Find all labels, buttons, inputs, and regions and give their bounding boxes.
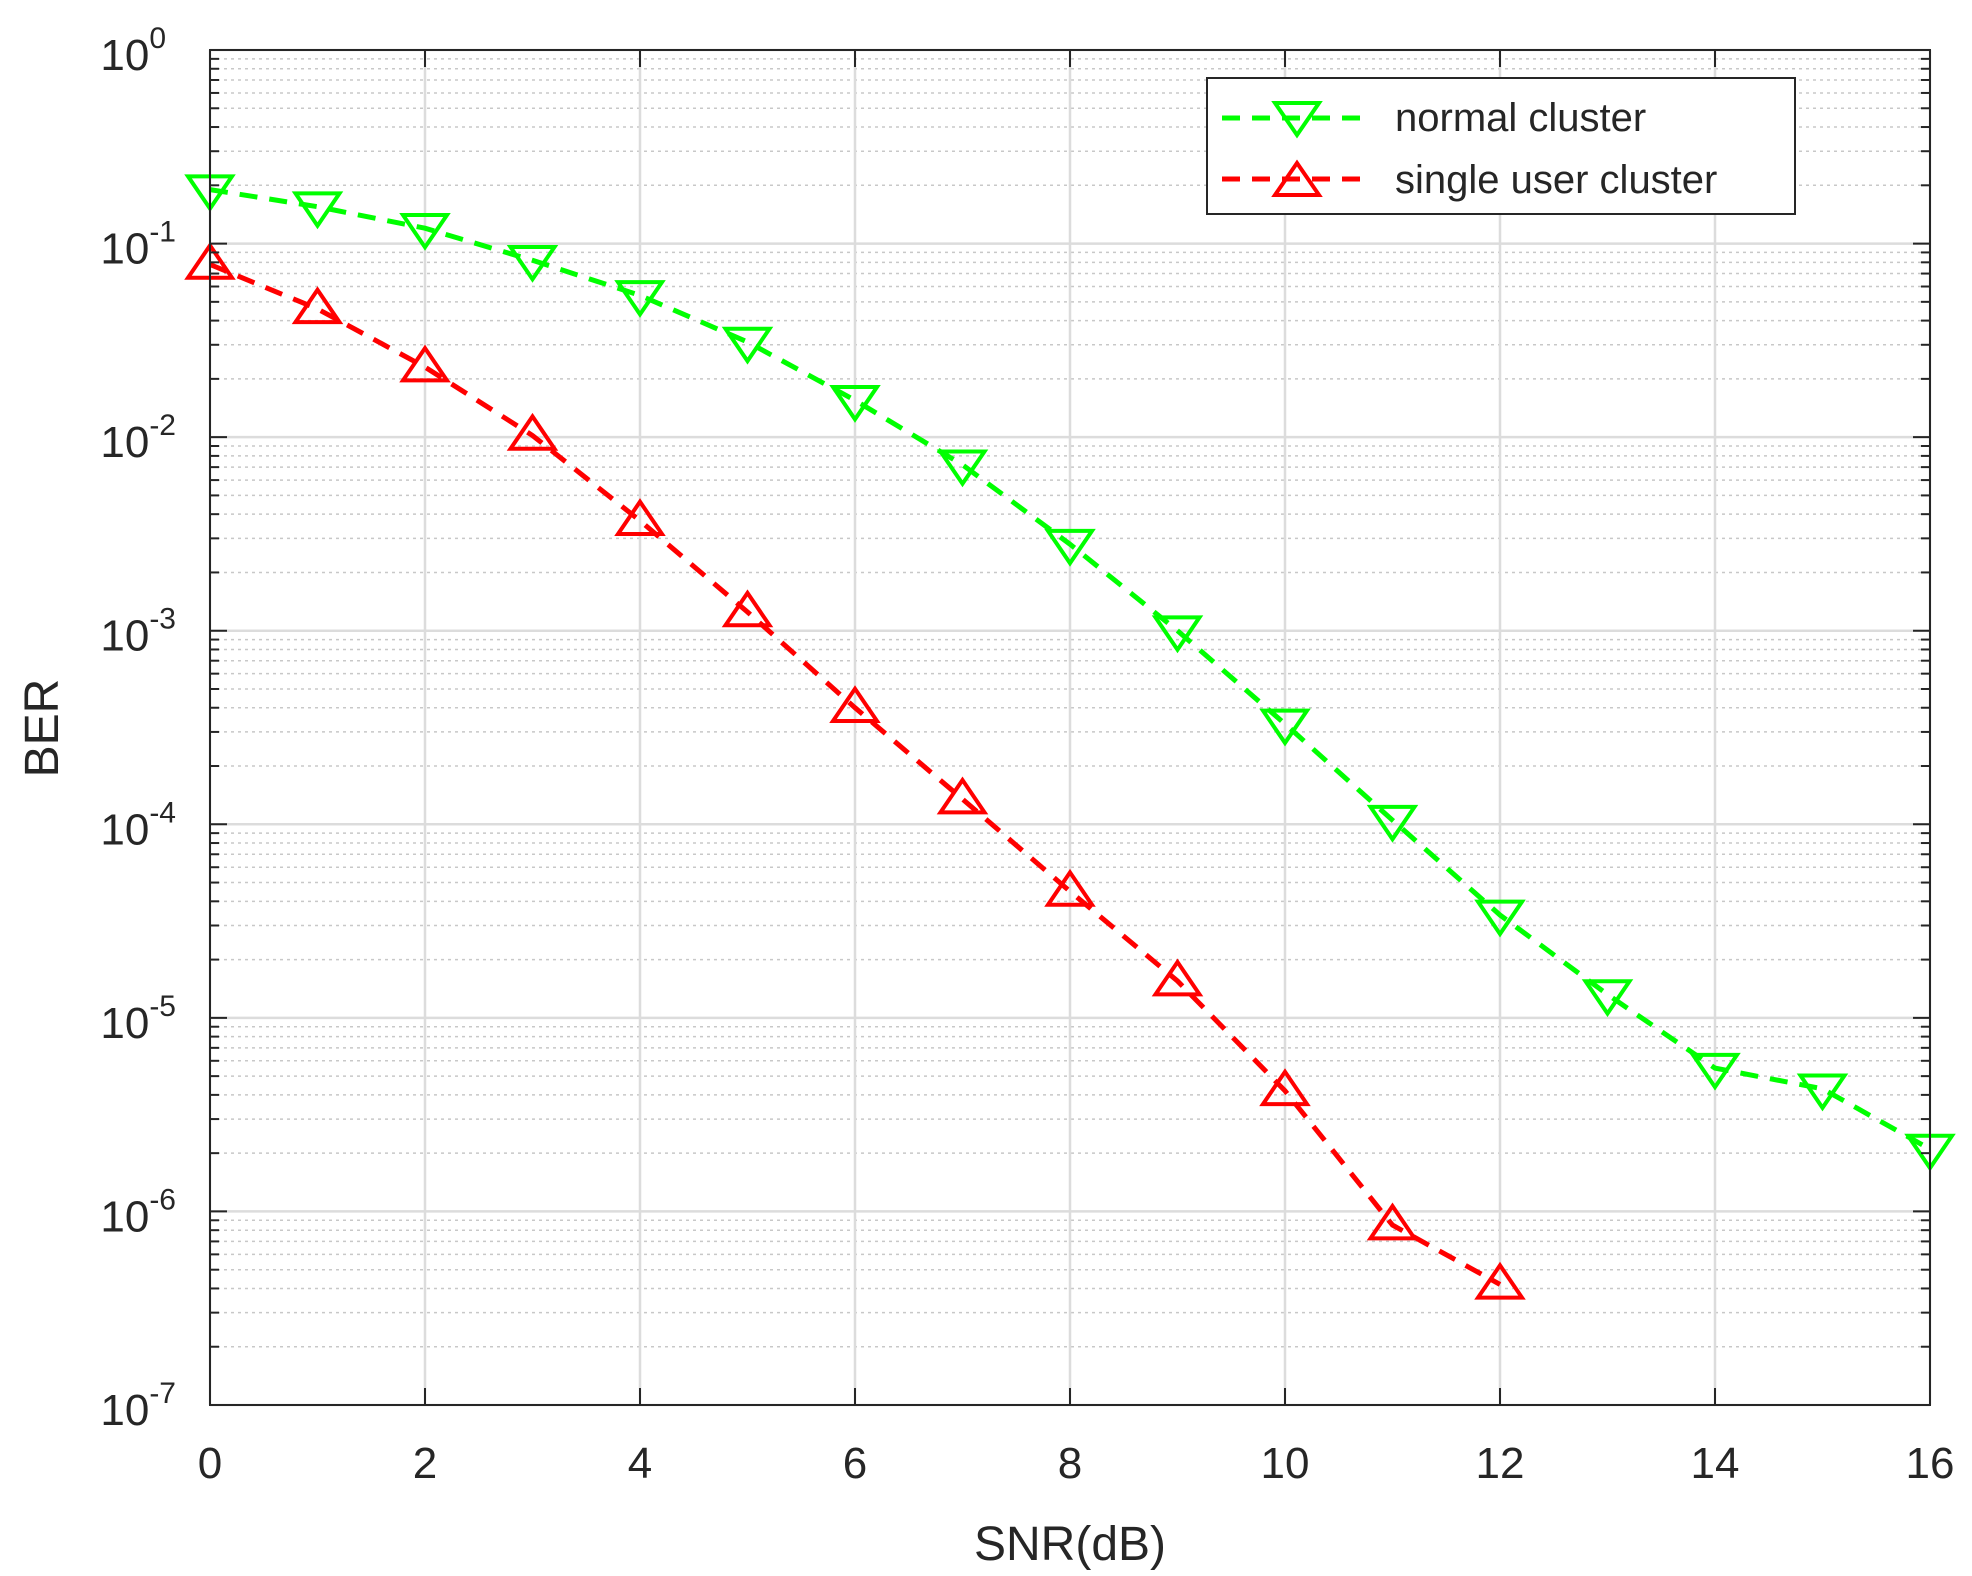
axis-ticks xyxy=(209,49,1931,1406)
data-point-normal-cluster xyxy=(1044,528,1096,567)
x-tick-label: 6 xyxy=(843,1439,867,1488)
series-line-single-user-cluster xyxy=(209,262,1502,1287)
x-tick-label: 16 xyxy=(1906,1439,1955,1488)
x-tick-label: 8 xyxy=(1058,1439,1082,1488)
legend-label-single-user-cluster: single user cluster xyxy=(1395,158,1717,202)
data-point-single-user-cluster xyxy=(399,344,451,383)
data-point-single-user-cluster xyxy=(1474,1261,1526,1300)
data-point-single-user-cluster xyxy=(1366,1202,1419,1241)
series-line-normal-cluster xyxy=(209,187,1932,1152)
series-layer xyxy=(184,174,1956,1300)
data-point-normal-cluster xyxy=(1581,979,1634,1018)
data-point-normal-cluster xyxy=(1366,804,1419,843)
data-point-single-user-cluster xyxy=(1044,868,1096,907)
data-point-single-user-cluster xyxy=(614,498,666,537)
y-tick-label: 10-3 xyxy=(100,603,176,661)
x-tick-label: 4 xyxy=(628,1439,652,1488)
data-point-normal-cluster xyxy=(1796,1073,1849,1112)
x-axis-label: SNR(dB) xyxy=(974,1518,1166,1571)
legend-marker-normal-cluster xyxy=(1271,101,1323,139)
data-point-single-user-cluster xyxy=(1259,1068,1311,1107)
data-point-normal-cluster xyxy=(829,385,881,423)
data-point-single-user-cluster xyxy=(829,685,881,724)
x-tick-labels: 0 2 4 6 8 10 12 14 16 xyxy=(198,1439,1955,1488)
x-tick-label: 2 xyxy=(413,1439,437,1488)
data-point-normal-cluster xyxy=(1151,615,1204,654)
x-tick-label: 0 xyxy=(198,1439,222,1488)
legend-label-normal-cluster: normal cluster xyxy=(1395,96,1646,140)
legend: normal cluster single user cluster xyxy=(1206,77,1796,215)
data-point-single-user-cluster xyxy=(721,589,774,628)
data-point-normal-cluster xyxy=(506,244,559,283)
data-point-normal-cluster xyxy=(614,280,666,318)
data-point-normal-cluster xyxy=(291,191,344,230)
data-point-normal-cluster xyxy=(399,212,451,251)
x-tick-label: 10 xyxy=(1261,1439,1310,1488)
legend-marker-single-user-cluster xyxy=(1271,159,1323,197)
data-point-single-user-cluster xyxy=(291,286,344,325)
x-tick-label: 14 xyxy=(1691,1439,1740,1488)
data-point-single-user-cluster xyxy=(936,776,989,815)
data-point-single-user-cluster xyxy=(506,412,559,451)
x-tick-label: 12 xyxy=(1476,1439,1525,1488)
y-axis-label: BER xyxy=(16,679,69,778)
data-point-normal-cluster xyxy=(1259,708,1311,747)
data-point-single-user-cluster xyxy=(1151,958,1204,997)
y-tick-label: 10-6 xyxy=(100,1183,176,1241)
data-point-normal-cluster xyxy=(936,449,989,488)
legend-box xyxy=(1206,77,1796,215)
data-point-normal-cluster xyxy=(1689,1052,1741,1091)
data-point-normal-cluster xyxy=(721,326,774,365)
data-point-normal-cluster xyxy=(1474,899,1526,938)
